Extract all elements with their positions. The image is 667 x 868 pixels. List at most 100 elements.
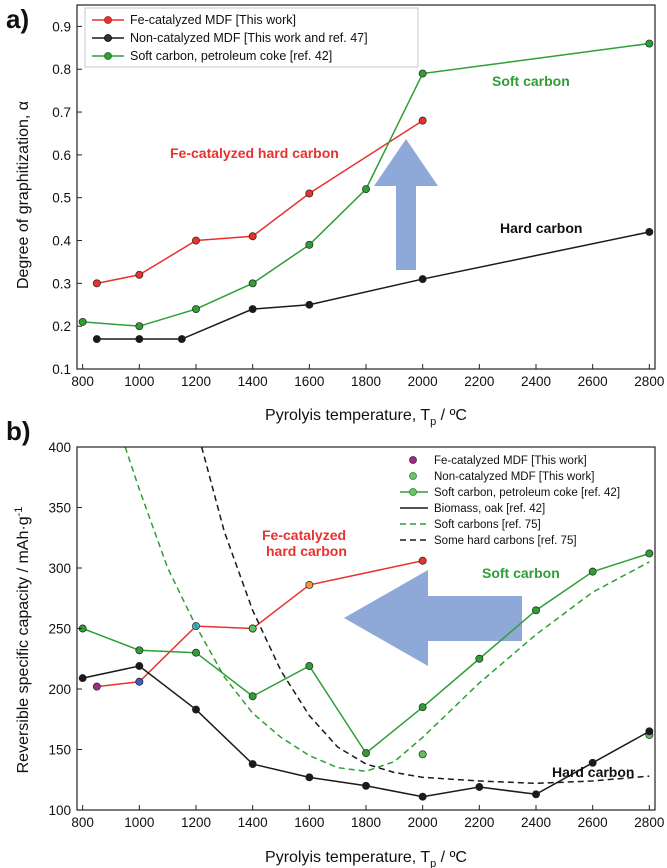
b-xtick-label: 2400 — [521, 815, 551, 830]
b-series-2-point — [475, 654, 484, 663]
a-xtick-label: 800 — [71, 374, 94, 389]
a-series-0-point — [135, 270, 144, 279]
b-series-3-point — [588, 758, 597, 767]
a-series-1-point — [645, 228, 654, 236]
b-series-2-point — [588, 567, 597, 576]
panel-a-legend: Fe-catalyzed MDF [This work] Non-catalyz… — [84, 7, 419, 68]
b-series-5-line — [200, 446, 650, 785]
a-ytick-label: 0.1 — [52, 362, 71, 377]
b-series-2-point — [532, 606, 540, 615]
a-ytick-label: 0.2 — [52, 319, 71, 334]
a-series-1-point — [92, 335, 101, 343]
panel-a-up-arrow — [374, 139, 438, 270]
a-series-0-point — [418, 116, 427, 125]
a-xtick-label: 2000 — [408, 374, 438, 389]
annotation-b-fe-catalyzed: Fe-catalyzed — [262, 527, 346, 543]
a-series-2-point — [248, 279, 257, 288]
annotation-b-hard-carbon: Hard carbon — [552, 764, 634, 780]
b-ytick-label: 400 — [48, 440, 71, 455]
b-series-0-line — [96, 560, 423, 688]
b-series-3-point — [362, 781, 370, 790]
annotation-hard-carbon: Hard carbon — [500, 220, 582, 236]
b-series-3-point — [418, 792, 427, 801]
b-ytick-label: 150 — [48, 743, 71, 758]
legend-a-marker-fe — [104, 16, 112, 24]
a-ytick-label: 0.7 — [52, 105, 71, 120]
legend-a-label-soft: Soft carbon, petroleum coke [ref. 42] — [130, 49, 332, 63]
legend-a-label-fe: Fe-catalyzed MDF [This work] — [130, 13, 296, 27]
a-series-1-point — [418, 275, 427, 284]
legend-b-label-hard-ref: Some hard carbons [ref. 75] — [434, 535, 577, 547]
legend-b-label-non: Non-catalyzed MDF [This work] — [434, 471, 594, 483]
legend-a-marker-soft — [104, 52, 112, 60]
a-ytick-label: 0.3 — [52, 276, 71, 291]
b-series-3-point — [78, 674, 87, 683]
a-ytick-label: 0.4 — [52, 234, 71, 249]
legend-b-label-oak: Biomass, oak [ref. 42] — [434, 503, 545, 515]
b-series-0-point — [418, 556, 427, 565]
legend-a-label-non: Non-catalyzed MDF [This work and ref. 47… — [130, 31, 368, 45]
a-series-1-line — [96, 231, 650, 340]
panel-b-x-axis-label: Pyrolyis temperature, Tp / ºC — [265, 849, 467, 868]
b-series-2-point — [418, 703, 427, 712]
panel-a: a) 800 1000 1200 1400 1600 1800 2000 2200 2400 26… — [6, 4, 664, 428]
a-xtick-label: 2400 — [521, 374, 551, 389]
b-series-2-point — [192, 648, 200, 657]
panel-a-y-axis-label: Degree of graphitization, α — [15, 101, 32, 289]
legend-b-label-fe: Fe-catalyzed MDF [This work] — [434, 455, 587, 467]
b-series-2-point — [305, 662, 314, 670]
b-series-3-point — [305, 773, 314, 782]
b-ytick-label: 300 — [48, 561, 71, 576]
a-series-1-point — [177, 335, 186, 343]
a-xtick-label: 2200 — [464, 374, 494, 389]
b-series-1-point — [418, 750, 427, 759]
panel-b: b) 800 1000 1200 1400 1600 1800 2000 2200 2400 26… — [6, 416, 664, 868]
annotation-b-hard-carbon-red: hard carbon — [266, 543, 347, 559]
b-xtick-label: 2800 — [634, 815, 664, 830]
a-series-2-point — [645, 39, 654, 48]
annotation-b-soft-carbon: Soft carbon — [482, 565, 560, 581]
a-series-2-point — [192, 305, 200, 313]
a-series-2-point — [418, 69, 427, 78]
b-xtick-label: 2000 — [408, 815, 438, 830]
b-series-3-point — [248, 760, 257, 768]
a-ytick-label: 0.9 — [52, 19, 71, 34]
legend-b-label-soft-ref: Soft carbons [ref. 75] — [434, 519, 541, 531]
a-xtick-label: 1200 — [181, 374, 211, 389]
b-series-2-point — [362, 749, 370, 758]
a-xtick-label: 2600 — [578, 374, 608, 389]
a-series-0-point — [192, 236, 200, 245]
a-xtick-label: 1600 — [294, 374, 324, 389]
b-xtick-label: 2600 — [578, 815, 608, 830]
b-xtick-label: 1400 — [238, 815, 268, 830]
b-series-3-point — [475, 783, 484, 791]
annotation-soft-carbon: Soft carbon — [492, 73, 570, 89]
b-ytick-label: 100 — [48, 803, 71, 818]
panel-b-legend: Fe-catalyzed MDF [This work] Non-catalyz… — [400, 455, 620, 547]
a-series-1-point — [248, 305, 257, 313]
b-xtick-label: 1600 — [294, 815, 324, 830]
a-series-2-point — [78, 317, 87, 326]
b-series-2-point — [645, 549, 654, 558]
a-ytick-label: 0.8 — [52, 62, 71, 77]
b-series-4-line — [124, 446, 650, 773]
b-series-3-point — [192, 705, 200, 714]
legend-b-label-soft: Soft carbon, petroleum coke [ref. 42] — [434, 487, 620, 499]
a-series-0-point — [248, 232, 257, 241]
b-series-0-point — [305, 580, 314, 589]
b-xtick-label: 800 — [71, 815, 94, 830]
b-series-0-point — [135, 677, 144, 686]
panel-a-letter: a) — [6, 4, 29, 34]
a-series-2-point — [362, 185, 370, 194]
a-series-1-point — [135, 335, 144, 343]
a-series-2-line — [82, 42, 650, 327]
a-xtick-label: 1000 — [124, 374, 154, 389]
a-xtick-label: 2800 — [634, 374, 664, 389]
b-xtick-label: 1800 — [351, 815, 381, 830]
a-series-2-point — [305, 240, 314, 249]
legend-b-marker-fe — [409, 456, 417, 464]
b-xtick-label: 1000 — [124, 815, 154, 830]
b-ytick-label: 200 — [48, 682, 71, 697]
a-series-0-line — [96, 119, 424, 285]
